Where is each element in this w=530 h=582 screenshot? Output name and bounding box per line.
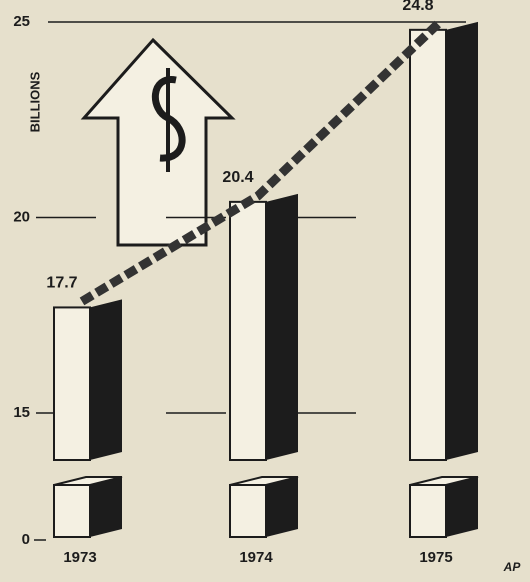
bar-base-front	[230, 485, 266, 537]
y-tick-label: 15	[13, 404, 30, 421]
value-label: 17.7	[46, 275, 77, 292]
bar-base-side	[266, 477, 298, 537]
bar-base-side	[446, 477, 478, 537]
bar-side	[266, 194, 298, 460]
bar-base-side	[90, 477, 122, 537]
bar-base-front	[410, 485, 446, 537]
value-label: 20.4	[222, 169, 253, 186]
bar-side	[446, 22, 478, 460]
y-tick-label: 20	[13, 208, 30, 225]
bar-side	[90, 299, 122, 460]
credit: AP	[503, 560, 522, 574]
bar	[230, 202, 266, 460]
bar	[410, 30, 446, 460]
bar	[54, 307, 90, 460]
y-axis-label: BILLIONS	[27, 71, 42, 132]
x-tick-label: 1975	[419, 549, 452, 566]
x-tick-label: 1973	[63, 549, 96, 566]
y-tick-label: 25	[13, 13, 30, 30]
chart: BILLIONS AP 0 15 20 25 1973 17.7 1974 20.4 1975 2…	[0, 0, 530, 582]
y-tick-label: 0	[22, 531, 30, 548]
x-tick-label: 1974	[239, 549, 273, 566]
bar-base-front	[54, 485, 90, 537]
value-label: 24.8	[402, 0, 433, 14]
